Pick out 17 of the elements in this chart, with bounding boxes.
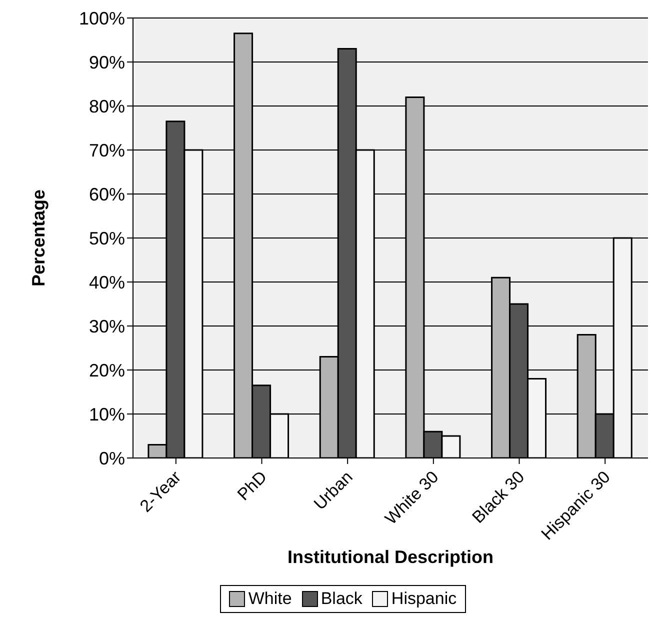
legend-label: White: [247, 589, 292, 609]
y-tick-label: 30%: [88, 316, 125, 336]
y-tick-label: 0%: [98, 448, 125, 468]
y-axis-title: Percentage: [28, 189, 48, 287]
y-tick-label: 10%: [88, 404, 125, 424]
legend-label: Hispanic: [390, 589, 457, 609]
y-tick-label: 40%: [88, 272, 125, 292]
y-tick-label: 20%: [88, 360, 125, 380]
y-tick-label: 90%: [88, 52, 125, 72]
y-tick-label: 80%: [88, 96, 125, 116]
y-tick-label: 50%: [88, 228, 125, 248]
x-axis-title: Institutional Description: [287, 547, 494, 567]
y-tick-label: 100%: [78, 8, 125, 28]
y-tick-label: 60%: [88, 184, 125, 204]
legend-label: Black: [320, 589, 362, 609]
y-tick-label: 70%: [88, 140, 125, 160]
x-tick-label: PhD: [234, 467, 271, 504]
